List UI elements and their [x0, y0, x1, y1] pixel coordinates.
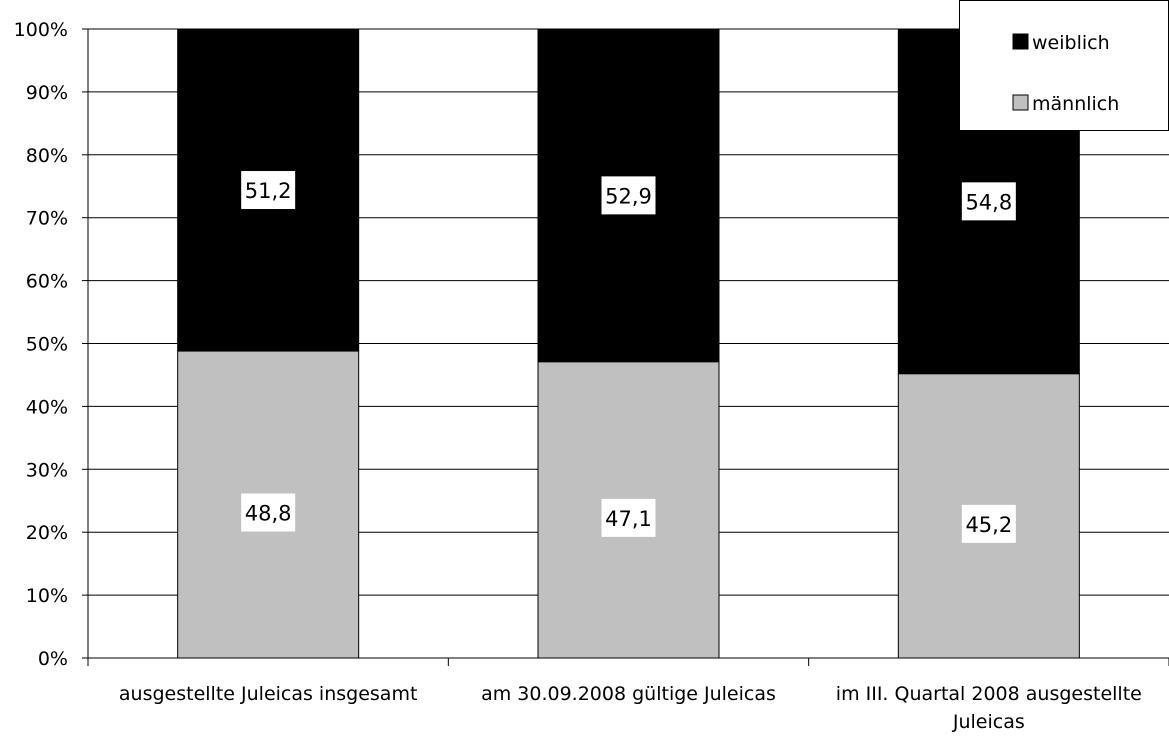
- category-label: am 30.09.2008 gültige Juleicas: [481, 683, 776, 705]
- legend-label: männlich: [1032, 93, 1119, 115]
- category-label: im III. Quartal 2008 ausgestellte Juleica…: [836, 683, 1142, 733]
- legend-label: weiblich: [1032, 32, 1110, 54]
- y-tick-label: 90%: [26, 82, 68, 104]
- category-label: ausgestellte Juleicas insgesamt: [119, 683, 418, 705]
- legend-swatch: [1012, 33, 1029, 50]
- y-tick-label: 40%: [26, 396, 68, 418]
- data-label: 45,2: [965, 513, 1012, 537]
- y-tick-label: 70%: [26, 208, 68, 230]
- y-tick-label: 50%: [26, 334, 68, 356]
- legend-swatch: [1012, 94, 1029, 111]
- data-label-box: [241, 171, 296, 210]
- y-tick-label: 10%: [26, 585, 68, 607]
- bars: [177, 28, 1080, 659]
- data-label-box: [601, 176, 656, 215]
- data-labels: 48,8 51,2 47,1 52,9 45,2 54,8: [241, 171, 1016, 543]
- y-tick-label: 30%: [26, 459, 68, 481]
- data-label-box: [241, 493, 296, 532]
- data-label-box: [961, 504, 1016, 543]
- axes: [82, 28, 1169, 666]
- data-label: 54,8: [965, 190, 1012, 214]
- y-tick-label: 60%: [26, 271, 68, 293]
- data-label-box: [961, 182, 1016, 221]
- y-tick-label: 100%: [14, 19, 68, 41]
- category-labels: ausgestellte Juleicas insgesamt am 30.09.…: [119, 683, 1142, 733]
- legend: weiblich männlich: [959, 0, 1169, 131]
- data-label: 47,1: [605, 507, 652, 531]
- data-label: 51,2: [245, 179, 292, 203]
- y-tick-labels: 0% 10% 20% 30% 40% 50% 60% 70% 80% 90% 100%: [14, 19, 68, 670]
- data-label: 52,9: [605, 184, 652, 208]
- y-tick-label: 20%: [26, 522, 68, 544]
- data-label: 48,8: [245, 502, 292, 526]
- y-tick-label: 80%: [26, 145, 68, 167]
- y-tick-label: 0%: [38, 648, 68, 670]
- data-label-box: [601, 498, 656, 537]
- legend-box: [959, 0, 1169, 131]
